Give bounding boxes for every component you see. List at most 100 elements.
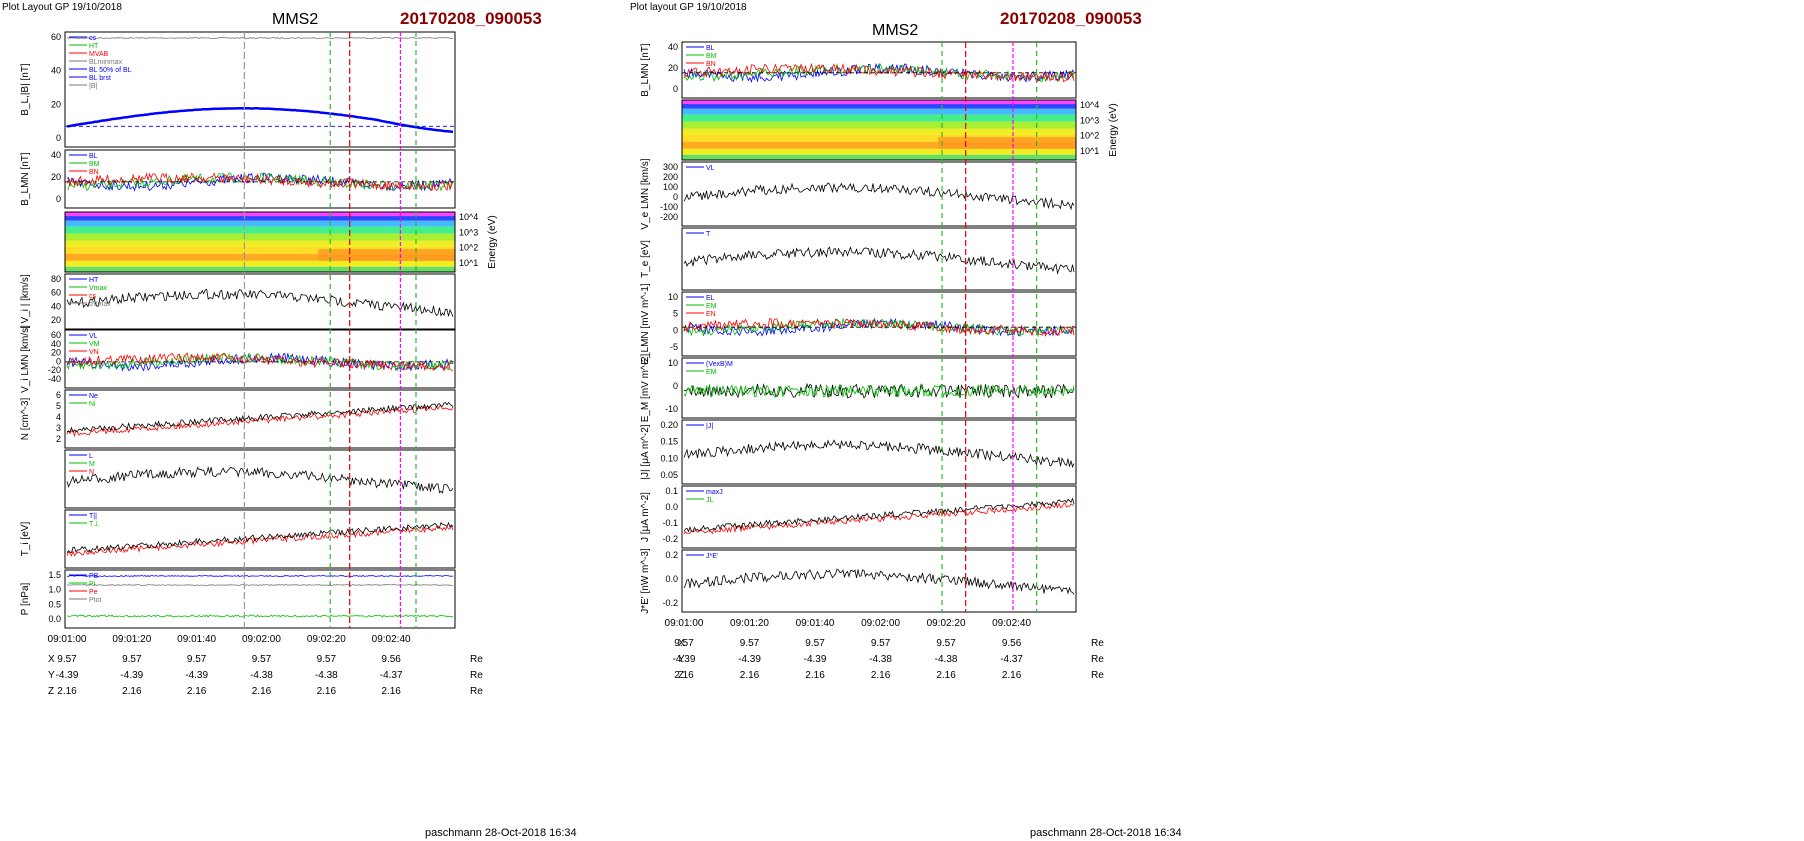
legend-label: HT — [89, 277, 99, 284]
right-footer: paschmann 28-Oct-2018 16:34 — [1030, 827, 1182, 839]
spectrogram-band — [682, 104, 1076, 109]
panel-frame — [681, 291, 1077, 357]
y-tick-label: 40 — [51, 150, 61, 160]
ephemeris-value: 2.16 — [57, 686, 77, 697]
panel-frame — [64, 329, 456, 389]
panel-frame — [64, 569, 456, 629]
y-tick-label: 1.0 — [48, 585, 61, 595]
legend-label: |J| — [706, 423, 713, 430]
y-tick-label: 60 — [51, 288, 61, 298]
y-tick-label: 40 — [668, 42, 678, 52]
y-tick-label: 10^3 — [1080, 115, 1099, 125]
y-tick-label: 4 — [56, 412, 61, 422]
spectrogram-band — [65, 253, 455, 261]
y-tick-label: 10^2 — [1080, 131, 1099, 141]
series-2-line — [66, 521, 454, 554]
ephemeris-value: -4.38 — [315, 670, 338, 681]
y-axis-label: B_L,|B| [nT] — [20, 63, 31, 116]
series-N-line — [683, 62, 1075, 83]
time-tick-label: 09:02:40 — [992, 618, 1031, 629]
ephemeris-value: 2.16 — [252, 686, 272, 697]
y-axis-label: Energy (eV) — [487, 215, 498, 268]
series-L-line — [683, 317, 1075, 337]
spectrogram-band — [65, 266, 455, 272]
series-M-line — [66, 172, 454, 192]
y-tick-label: 60 — [51, 330, 61, 340]
ephemeris-unit: Re — [1091, 654, 1104, 665]
legend-label: Ni — [89, 401, 96, 408]
ephemeris-coord: Y — [678, 654, 685, 665]
ephemeris-value: 2.16 — [317, 686, 337, 697]
series-line — [683, 439, 1075, 469]
energy-spectrogram — [65, 212, 455, 272]
panel-frame — [64, 31, 456, 148]
ephemeris-value: 9.57 — [674, 638, 694, 649]
legend-label: Pi — [89, 581, 96, 588]
y-tick-label: 0 — [673, 381, 678, 391]
ephemeris-unit: Re — [470, 654, 483, 665]
ephemeris-value: 9.56 — [381, 654, 401, 665]
y-axis-label: | V_i | [km/s] — [20, 274, 31, 329]
spectrogram-band — [65, 212, 455, 217]
panel-9: 0.2 0.0 -0.2 J*E' [nW m^-3] J*E' — [640, 548, 1077, 614]
legend-label: maxJ — [706, 489, 723, 496]
ephemeris-unit: Re — [1091, 638, 1104, 649]
y-tick-label: 6 — [56, 390, 61, 400]
ephemeris-value: -4.37 — [1000, 654, 1023, 665]
y-tick-label: 0.0 — [665, 574, 678, 584]
y-axis-label: V_e LMN [km/s] — [640, 158, 651, 229]
legend-label: VN — [89, 349, 99, 356]
panel-3: 10^4 10^3 10^2 10^1 Energy (eV) — [64, 211, 498, 273]
energy-spectrogram — [682, 100, 1076, 160]
spectrogram-band — [682, 108, 1076, 115]
ephemeris-value: 9.57 — [936, 638, 956, 649]
y-axis-label: T_i [eV] — [20, 522, 31, 557]
spectrogram-band — [682, 148, 1076, 155]
y-axis-label: T_e [eV] — [640, 240, 651, 278]
y-axis-label: Energy (eV) — [1108, 103, 1119, 156]
series-line — [66, 466, 454, 494]
spectrogram-band — [682, 100, 1076, 105]
ephemeris-value: 2.16 — [740, 670, 760, 681]
legend-label: M — [89, 461, 95, 468]
panel-frame — [64, 149, 456, 209]
panel-8: T_i [eV] T||T⊥ — [20, 509, 456, 569]
ephemeris-coord: X — [678, 638, 685, 649]
series-2-line — [66, 401, 454, 433]
spectrogram-band — [65, 233, 455, 241]
series-line — [683, 182, 1075, 211]
y-tick-label: -20 — [48, 365, 61, 375]
series-N-line — [66, 352, 454, 372]
ephemeris-value: 9.57 — [187, 654, 207, 665]
ephemeris-value: -4.37 — [380, 670, 403, 681]
y-tick-label: 0 — [673, 84, 678, 94]
legend-label: Pe — [89, 589, 98, 596]
y-tick-label: -40 — [48, 374, 61, 384]
vexb-line — [683, 382, 1075, 399]
panel-frame — [681, 549, 1077, 613]
y-axis-label: |J| [μA m^-2] — [640, 424, 651, 479]
ephemeris-value: 2.16 — [187, 686, 207, 697]
PB-line — [66, 614, 454, 618]
legend-label: (VexB)M — [706, 361, 733, 368]
time-tick-label: 09:01:20 — [730, 618, 769, 629]
legend-label: HT — [89, 43, 99, 50]
panel-2: 10^4 10^3 10^2 10^1 Energy (eV) — [681, 99, 1119, 161]
legend-label: MVAB — [89, 51, 109, 58]
y-tick-label: 5 — [56, 401, 61, 411]
Ptot-line — [66, 575, 454, 577]
series-line — [66, 288, 454, 317]
ephemeris-value: -4.39 — [56, 670, 79, 681]
y-tick-label: 60 — [51, 32, 61, 42]
legend-label: T⊥ — [89, 521, 99, 528]
time-tick-label: 09:02:00 — [861, 618, 900, 629]
y-tick-label: 10^3 — [459, 227, 478, 237]
legend-label: Ne — [89, 393, 98, 400]
time-tick-label: 09:02:20 — [307, 634, 346, 645]
y-tick-label: 10^1 — [1080, 146, 1099, 156]
